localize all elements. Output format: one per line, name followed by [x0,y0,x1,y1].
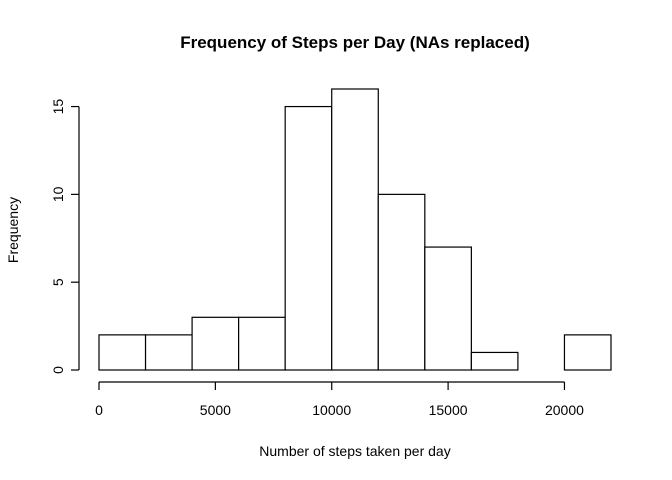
x-axis: 0 5000 10000 15000 20000 [95,381,584,418]
histogram-bar-10 [563,334,612,371]
histogram-bar-3 [238,316,286,371]
histogram-bar-2 [191,316,240,371]
chart-title: Frequency of Steps per Day (NAs replaced… [180,33,530,52]
histogram-bar-6 [377,193,426,371]
x-tick-label: 20000 [545,402,584,418]
y-tick-label: 5 [50,278,66,286]
x-tick-label: 10000 [312,402,351,418]
histogram-bar-7 [424,246,472,371]
x-tick-label: 15000 [429,402,468,418]
histogram-bar-4 [284,105,333,371]
x-axis-label: Number of steps taken per day [259,443,450,459]
x-tick-label: 5000 [200,402,231,418]
y-axis: 0 5 10 15 [50,99,80,374]
y-axis-label: Frequency [5,197,21,263]
bars-group [98,88,612,371]
y-tick-label: 15 [50,99,66,115]
y-tick-label: 10 [50,186,66,202]
y-tick-label: 0 [50,366,66,374]
histogram-bar-5 [331,88,379,371]
x-tick-label: 0 [95,402,103,418]
histogram-bar-1 [144,334,193,371]
histogram-bar-8 [470,351,519,371]
histogram-bar-0 [98,334,147,371]
